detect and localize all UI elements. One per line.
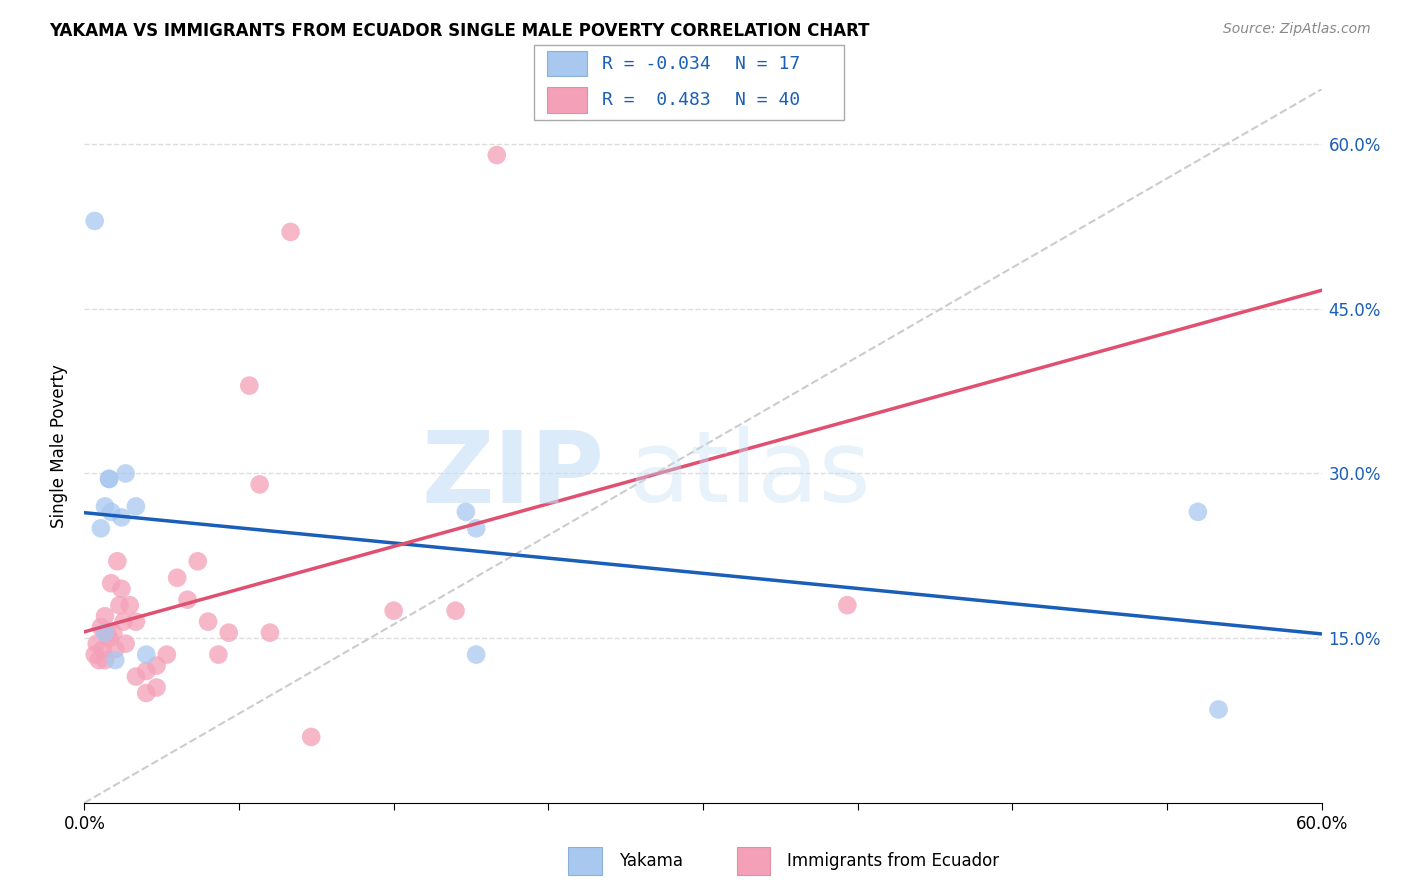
Point (197, 615, 219, 629)
Text: R = -0.034: R = -0.034 (602, 54, 711, 72)
Point (103, 625, 125, 640)
Point (87, 653, 110, 667)
Point (105, 554, 128, 568)
Point (465, 521, 488, 535)
Point (96, 625, 118, 640)
Point (145, 681, 167, 695)
FancyBboxPatch shape (737, 847, 770, 875)
Point (187, 554, 209, 568)
Point (100, 576, 122, 591)
Point (83, 648, 105, 662)
Point (94, 500, 117, 514)
Point (94, 609, 117, 624)
Point (94, 625, 117, 640)
Point (249, 477, 271, 491)
Point (112, 615, 135, 629)
Point (238, 378, 260, 392)
Point (125, 669, 148, 683)
Point (280, 225, 302, 239)
FancyBboxPatch shape (547, 87, 586, 112)
Text: N = 40: N = 40 (735, 91, 800, 109)
Y-axis label: Single Male Poverty: Single Male Poverty (51, 364, 69, 528)
Point (259, 625, 281, 640)
Point (110, 510, 132, 524)
Point (104, 653, 127, 667)
Point (90, 521, 112, 535)
Point (108, 598, 131, 612)
Point (135, 648, 157, 662)
Point (1187, 505, 1209, 519)
Text: Yakama: Yakama (619, 852, 683, 870)
Point (207, 648, 229, 662)
FancyBboxPatch shape (534, 45, 844, 120)
Point (98, 631, 121, 645)
Point (118, 598, 141, 612)
FancyBboxPatch shape (547, 51, 586, 77)
Point (110, 582, 132, 596)
Point (98, 472, 121, 486)
Text: Source: ZipAtlas.com: Source: ZipAtlas.com (1223, 22, 1371, 37)
Text: ZIP: ZIP (422, 426, 605, 523)
Text: Immigrants from Ecuador: Immigrants from Ecuador (787, 852, 1000, 870)
Point (145, 658, 167, 673)
Text: R =  0.483: R = 0.483 (602, 91, 711, 109)
Point (454, 505, 477, 519)
Text: atlas: atlas (628, 426, 870, 523)
FancyBboxPatch shape (568, 847, 602, 875)
Point (837, 598, 859, 612)
Point (166, 571, 188, 585)
Point (444, 604, 467, 618)
Point (91, 642, 114, 657)
Text: N = 17: N = 17 (735, 54, 800, 72)
Text: YAKAMA VS IMMIGRANTS FROM ECUADOR SINGLE MALE POVERTY CORRELATION CHART: YAKAMA VS IMMIGRANTS FROM ECUADOR SINGLE… (49, 22, 870, 40)
Point (176, 592, 198, 607)
Point (485, 148, 508, 162)
Point (104, 642, 127, 657)
Point (465, 648, 488, 662)
Point (382, 604, 405, 618)
Point (100, 505, 122, 519)
Point (98, 472, 121, 486)
Point (156, 648, 179, 662)
Point (125, 500, 148, 514)
Point (299, 730, 322, 744)
Point (218, 625, 240, 640)
Point (90, 620, 112, 634)
Point (125, 615, 148, 629)
Point (114, 637, 136, 651)
Point (86, 637, 108, 651)
Point (135, 664, 157, 678)
Point (135, 686, 157, 700)
Point (114, 467, 136, 481)
Point (1208, 702, 1230, 716)
Point (83, 214, 105, 228)
Point (94, 653, 117, 667)
